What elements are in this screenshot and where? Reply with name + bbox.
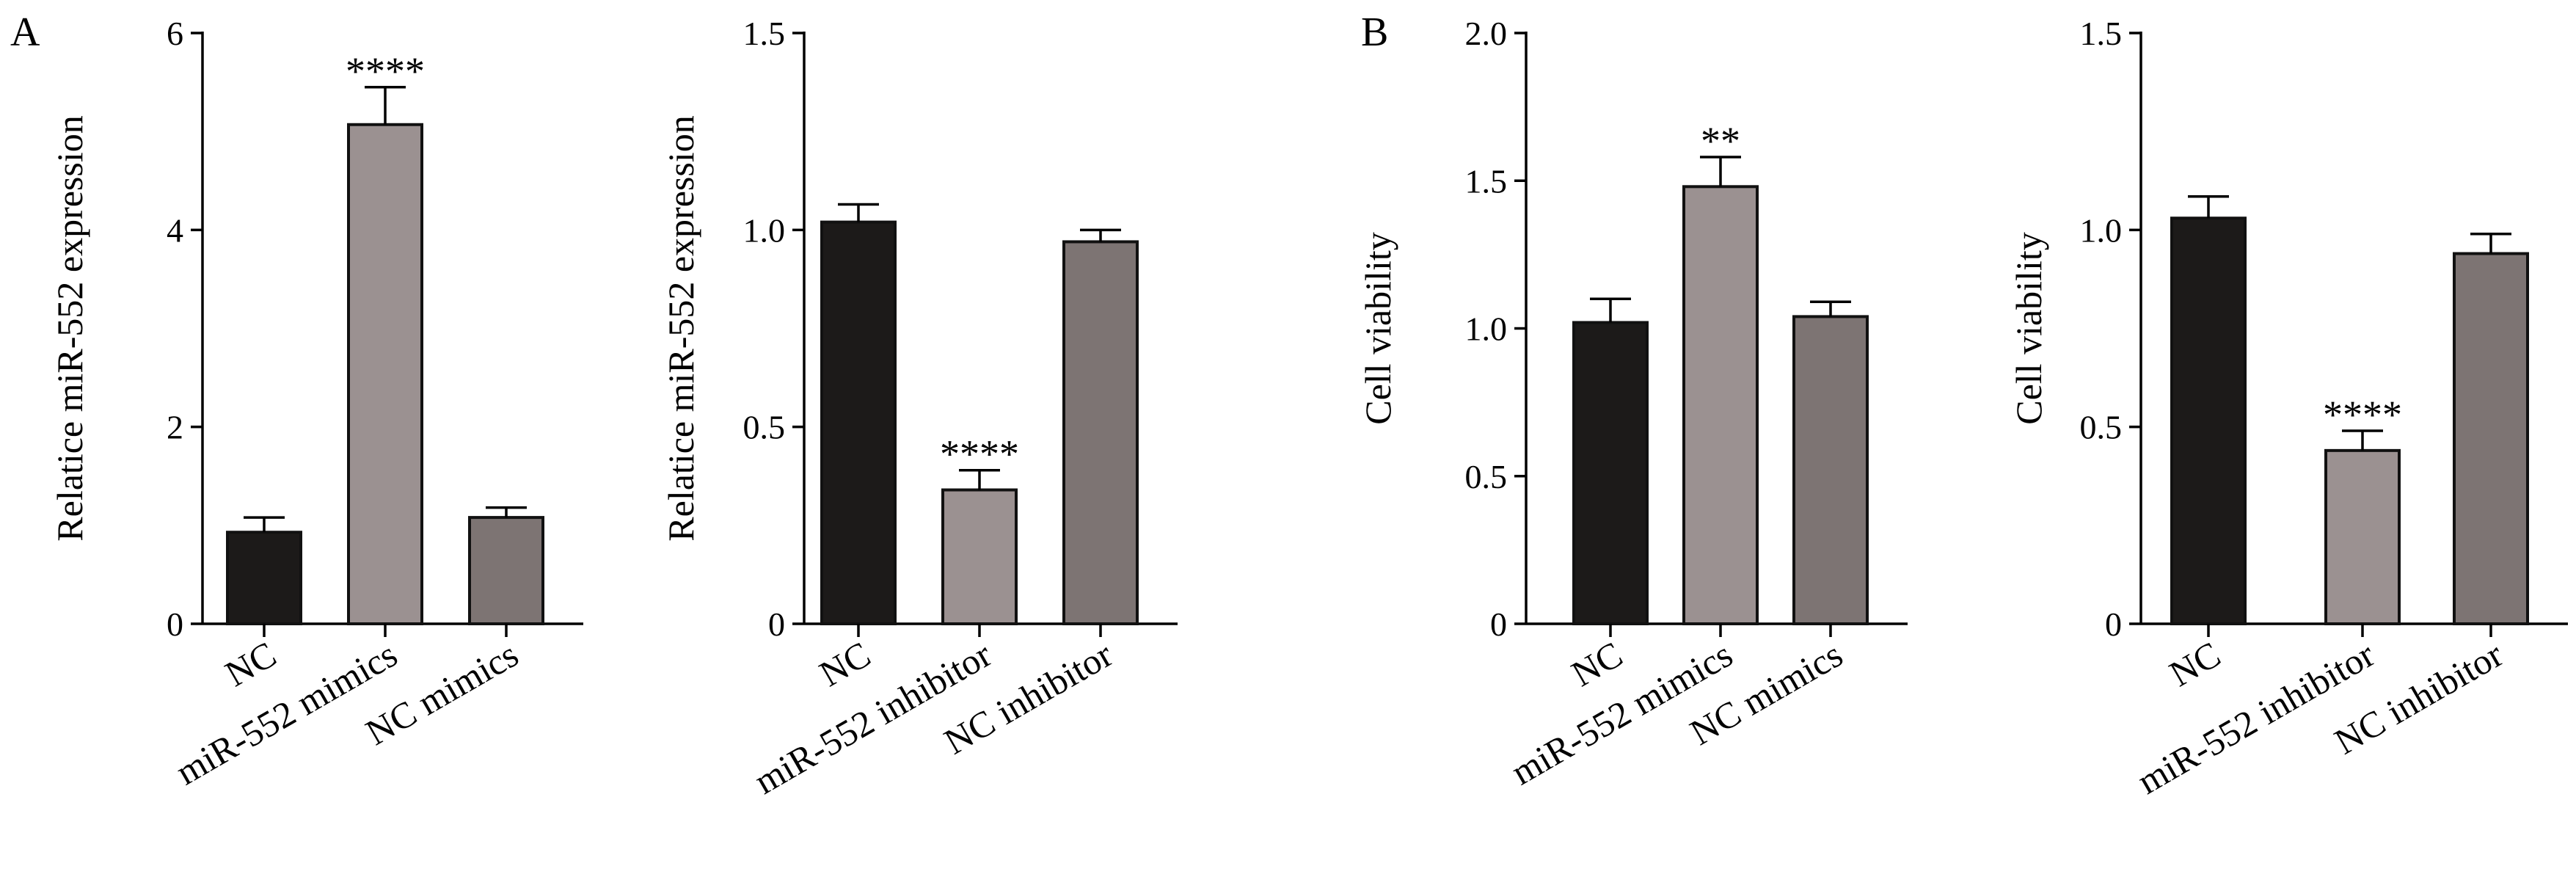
- significance-label: ****: [2323, 393, 2402, 437]
- y-tick-label: 0: [768, 605, 785, 643]
- bar: [1062, 240, 1139, 625]
- y-tick-label: 2: [167, 409, 183, 446]
- y-tick-label: 0: [1490, 605, 1507, 643]
- bar: [941, 488, 1018, 625]
- significance-label: ****: [940, 432, 1019, 476]
- y-tick-label: 0.5: [1465, 458, 1508, 495]
- bar: [347, 123, 423, 625]
- y-axis-label: Relatice miR-552 expression: [660, 115, 701, 541]
- y-tick-label: 1.5: [2080, 15, 2123, 52]
- y-tick-label: 0.5: [2080, 409, 2123, 446]
- chart-b: 0 0.5 1.0 1.5 Relatice miR-552 expression NC *…: [660, 15, 1178, 802]
- y-axis-label: Relatice miR-552 expression: [49, 115, 90, 541]
- bar: [468, 516, 544, 625]
- significance-label: **: [1701, 119, 1740, 163]
- x-category-label: NC: [1564, 633, 1629, 694]
- y-axis-label: Cell viability: [2008, 232, 2049, 424]
- bar: [2170, 216, 2247, 625]
- panel-letter-a: A: [10, 10, 40, 55]
- y-tick-label: 0.5: [743, 409, 786, 446]
- y-tick-label: 6: [167, 15, 183, 52]
- bar: [1572, 321, 1649, 625]
- x-category-label: NC: [218, 633, 282, 694]
- y-tick-label: 2.0: [1465, 15, 1508, 52]
- bar: [2324, 448, 2401, 625]
- y-tick-label: 0: [2105, 605, 2122, 643]
- bar: [1682, 185, 1759, 626]
- bar: [226, 531, 302, 625]
- y-tick-label: 1.5: [743, 15, 786, 52]
- y-tick-label: 0: [167, 605, 183, 643]
- bar: [820, 220, 897, 626]
- y-tick-label: 1.0: [2080, 211, 2123, 249]
- y-tick-label: 4: [167, 211, 183, 249]
- x-category-label: NC: [812, 633, 877, 694]
- y-tick-label: 1.5: [1465, 162, 1508, 200]
- y-tick-label: 1.0: [1465, 310, 1508, 348]
- panel-letter-b: B: [1361, 10, 1388, 55]
- y-tick-label: 1.0: [743, 211, 786, 249]
- significance-label: ****: [346, 49, 425, 93]
- bar: [2453, 252, 2529, 625]
- bar: [1792, 315, 1869, 625]
- y-axis-label: Cell viability: [1357, 232, 1398, 424]
- x-category-label: NC: [2162, 633, 2227, 694]
